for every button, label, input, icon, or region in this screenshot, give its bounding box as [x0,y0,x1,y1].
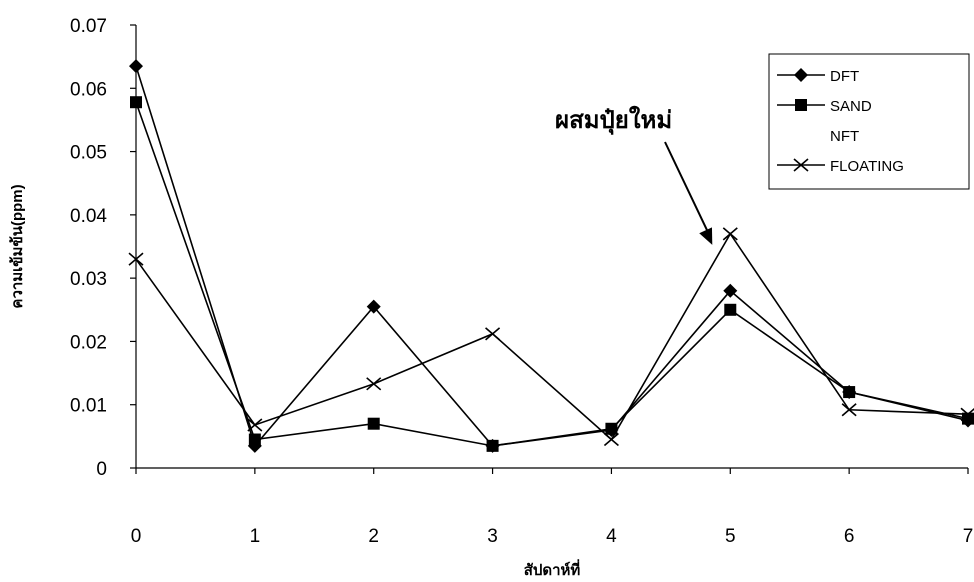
legend: DFT SAND NFT FLOATING [768,53,970,190]
legend-label: NFT [830,128,859,145]
series-sand [130,96,974,452]
annotation: ผสมปุ๋ยใหม่ [555,105,713,245]
legend-marker [794,68,808,82]
x-tick-label: 1 [250,526,261,547]
legend-marker [795,99,807,111]
data-point-floating [128,252,144,266]
y-tick-label: 0 [96,459,107,480]
x-tick-label: 5 [725,526,736,547]
x-axis-title: สัปดาห์ที่ [524,559,581,579]
y-tick-label: 0.07 [70,16,107,37]
data-point-floating [366,377,382,391]
data-point-floating [603,432,619,447]
annotation-text: ผสมปุ๋ยใหม่ [555,105,672,136]
data-point-sand [367,417,380,430]
legend-label: FLOATING [830,158,904,175]
y-tick-label: 0.03 [70,269,107,290]
legend-label: SAND [830,98,872,115]
x-tick-label: 7 [963,526,974,547]
y-tick-group: 0 0.01 0.02 0.03 0.04 0.05 0.06 0.07 [70,16,136,480]
data-point-sand [724,303,737,316]
legend-item-floating: FLOATING [777,158,904,175]
legend-item-sand: SAND [777,98,872,115]
series-line-floating [135,232,969,441]
data-point-floating [722,227,738,241]
legend-items: DFT SAND NFT FLOATING [777,68,904,175]
x-tick-label: 6 [844,526,855,547]
annotation-arrowhead [699,227,713,245]
legend-item-dft: DFT [777,68,859,85]
data-point-dft [129,59,143,74]
y-tick-label: 0.02 [70,332,107,353]
x-tick-label: 2 [368,526,379,547]
data-point-floating [841,403,857,417]
y-tick-label: 0.05 [70,143,107,164]
plot-area: 0 0.01 0.02 0.03 0.04 0.05 0.06 0.07 0 1 2 3 4 5 6 7 [70,16,974,547]
series-floating [128,227,974,447]
data-point-floating [485,327,501,341]
y-axis-title: ความเข้มข้น(ppm) [9,184,26,308]
series-layer [128,59,974,453]
data-point-floating [247,418,263,432]
data-point-floating [960,407,974,421]
y-tick-label: 0.01 [70,396,107,417]
data-point-sand [486,439,499,452]
legend-marker [793,158,809,172]
x-tick-label: 0 [131,526,142,547]
data-point-sand [248,433,261,446]
data-point-dft [366,299,381,314]
annotation-arrow [664,141,710,234]
legend-item-nft: NFT [830,128,859,145]
y-tick-label: 0.06 [70,79,107,100]
data-point-sand [843,386,856,399]
data-point-sand [605,422,618,435]
x-tick-label: 3 [487,526,498,547]
series-line-sand [135,101,969,447]
data-point-dft [723,283,738,298]
x-tick-group: 0 1 2 3 4 5 6 7 [131,468,974,547]
y-tick-label: 0.04 [70,206,107,227]
legend-label: DFT [830,68,859,85]
data-point-sand [130,96,142,109]
x-tick-label: 4 [606,526,617,547]
data-point-sand [962,412,974,425]
